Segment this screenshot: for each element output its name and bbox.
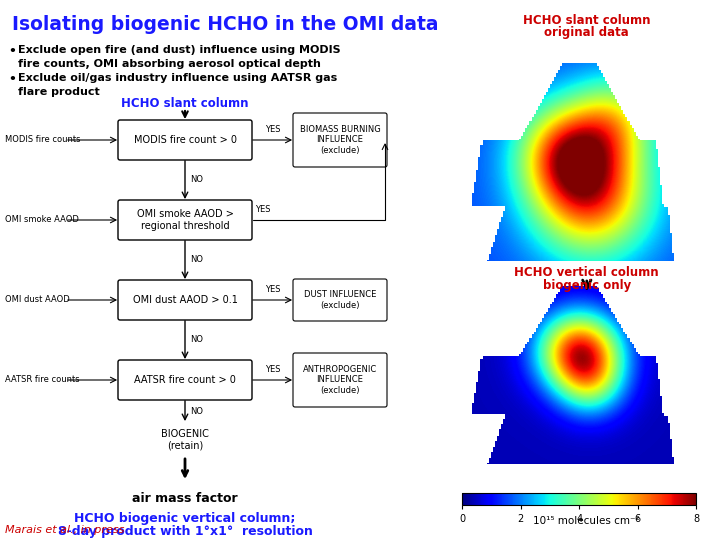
Text: Exclude oil/gas industry influence using AATSR gas: Exclude oil/gas industry influence using… bbox=[18, 73, 337, 83]
Text: NO: NO bbox=[190, 176, 203, 185]
FancyBboxPatch shape bbox=[118, 120, 252, 160]
Text: OMI smoke AAOD: OMI smoke AAOD bbox=[5, 215, 79, 225]
Text: AATSR fire counts: AATSR fire counts bbox=[5, 375, 80, 384]
Text: NO: NO bbox=[190, 255, 203, 265]
Text: original data: original data bbox=[544, 26, 629, 39]
Text: fire counts, OMI absorbing aerosol optical depth: fire counts, OMI absorbing aerosol optic… bbox=[18, 59, 321, 69]
Text: OMI dust AAOD > 0.1: OMI dust AAOD > 0.1 bbox=[132, 295, 238, 305]
Text: air mass factor: air mass factor bbox=[132, 492, 238, 505]
Text: YES: YES bbox=[265, 125, 280, 134]
Text: HCHO biogenic vertical column;: HCHO biogenic vertical column; bbox=[74, 512, 296, 525]
Text: BIOGENIC
(retain): BIOGENIC (retain) bbox=[161, 429, 209, 451]
Text: •: • bbox=[8, 45, 16, 58]
Text: 8-day product with 1°x1°  resolution: 8-day product with 1°x1° resolution bbox=[58, 525, 312, 538]
Text: OMI smoke AAOD >
regional threshold: OMI smoke AAOD > regional threshold bbox=[137, 209, 233, 231]
Text: NO: NO bbox=[190, 407, 203, 415]
Text: Marais et al., in press: Marais et al., in press bbox=[5, 525, 125, 535]
Text: Exclude open fire (and dust) influence using MODIS: Exclude open fire (and dust) influence u… bbox=[18, 45, 341, 55]
FancyBboxPatch shape bbox=[293, 113, 387, 167]
Text: OMI dust AAOD: OMI dust AAOD bbox=[5, 295, 70, 305]
Text: ANTHROPOGENIC
INFLUENCE
(exclude): ANTHROPOGENIC INFLUENCE (exclude) bbox=[303, 365, 377, 395]
FancyBboxPatch shape bbox=[118, 280, 252, 320]
Text: biogenic only: biogenic only bbox=[543, 279, 631, 292]
FancyBboxPatch shape bbox=[118, 360, 252, 400]
FancyBboxPatch shape bbox=[293, 353, 387, 407]
Text: NO: NO bbox=[190, 335, 203, 345]
Text: YES: YES bbox=[265, 285, 280, 294]
FancyBboxPatch shape bbox=[293, 279, 387, 321]
Text: MODIS fire counts: MODIS fire counts bbox=[5, 136, 81, 145]
Text: HCHO slant column: HCHO slant column bbox=[523, 14, 651, 26]
Text: HCHO vertical column: HCHO vertical column bbox=[515, 266, 659, 279]
Text: 10¹⁵ molecules cm⁻²: 10¹⁵ molecules cm⁻² bbox=[534, 516, 640, 526]
Text: BIOMASS BURNING
INFLUENCE
(exclude): BIOMASS BURNING INFLUENCE (exclude) bbox=[300, 125, 380, 155]
Text: YES: YES bbox=[255, 205, 271, 214]
Text: •: • bbox=[8, 73, 16, 86]
Text: flare product: flare product bbox=[18, 87, 100, 97]
Text: AATSR fire count > 0: AATSR fire count > 0 bbox=[134, 375, 236, 385]
Text: YES: YES bbox=[265, 365, 280, 374]
Text: Isolating biogenic HCHO in the OMI data: Isolating biogenic HCHO in the OMI data bbox=[12, 15, 438, 34]
Text: HCHO slant column: HCHO slant column bbox=[121, 97, 248, 110]
Text: MODIS fire count > 0: MODIS fire count > 0 bbox=[133, 135, 236, 145]
FancyBboxPatch shape bbox=[118, 200, 252, 240]
Text: DUST INFLUENCE
(exclude): DUST INFLUENCE (exclude) bbox=[304, 291, 376, 310]
